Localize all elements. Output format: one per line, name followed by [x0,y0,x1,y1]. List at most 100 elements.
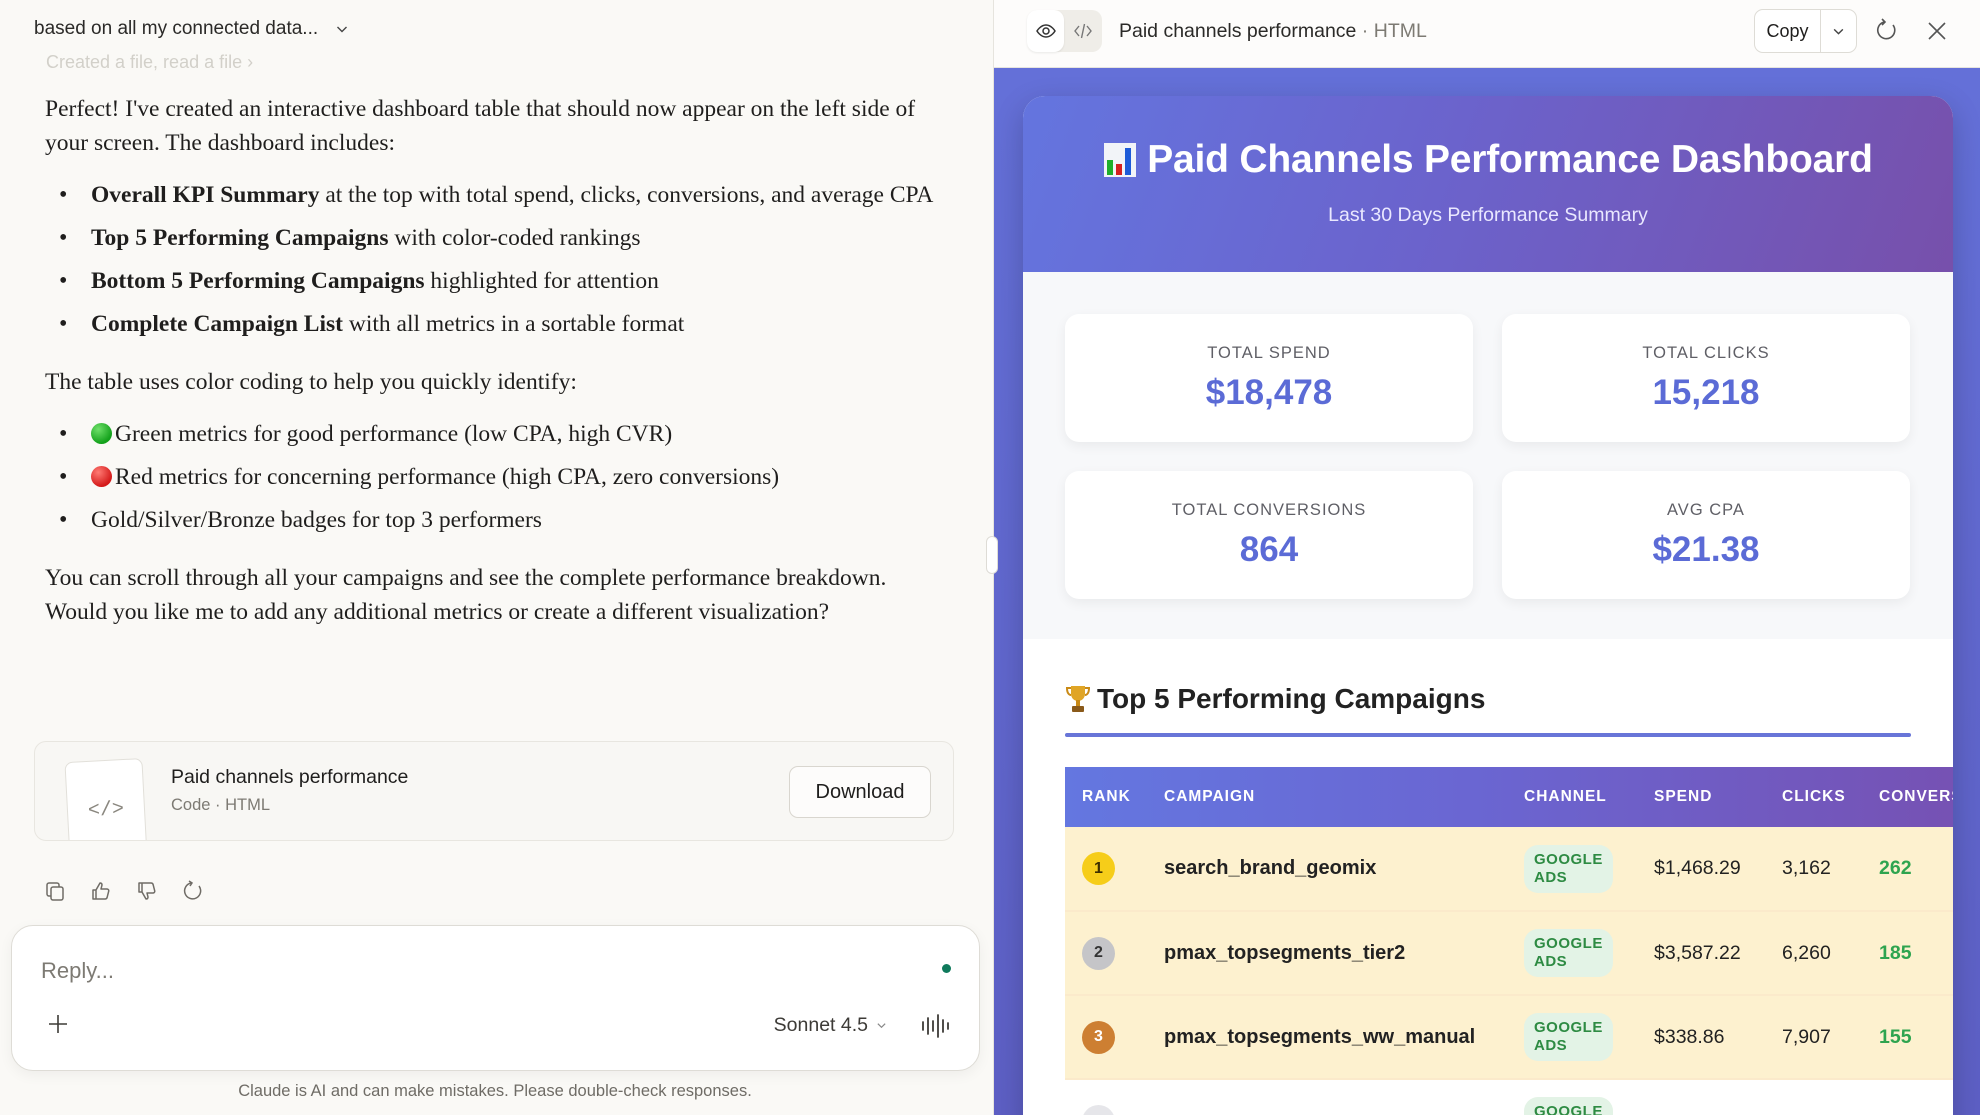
kpi-card-avg-cpa: AVG CPA $21.38 [1502,471,1910,599]
status-dot-icon [942,964,951,973]
tool-summary-text: Created a file, read a file [46,52,243,72]
thumbs-down-icon[interactable] [136,880,158,902]
code-tab[interactable] [1064,10,1101,52]
reply-composer[interactable]: Reply... Sonnet 4.5 [11,925,980,1071]
reply-input[interactable]: Reply... [41,958,114,983]
table-row[interactable]: 2 pmax_topsegments_tier2 GOOGLE ADS $3,58… [1065,911,1953,995]
artifact-panel: Paid channels performance · HTML Copy Pa… [993,0,1980,1115]
preview-tab[interactable] [1027,10,1064,52]
green-circle-icon [91,423,112,444]
feature-desc: with all metrics in a sortable format [342,311,685,337]
color-item-text: Green metrics for good performance (low … [115,421,673,447]
gold-rank-badge: 1 [1082,852,1115,885]
chat-panel: based on all my connected data... Create… [0,0,993,1115]
eye-icon [1035,24,1056,38]
section-title: Top 5 Performing Campaigns [1065,683,1911,715]
table-row[interactable]: 3 pmax_topsegments_ww_manual GOOGLE ADS $… [1065,995,1953,1079]
list-item: Top 5 Performing Campaigns with color-co… [45,221,945,255]
campaign-cell [1147,1079,1507,1115]
list-item: Green metrics for good performance (low … [45,417,945,451]
refresh-icon[interactable] [1874,18,1900,44]
intro-paragraph: Perfect! I've created an interactive das… [45,96,916,156]
column-header-campaign[interactable]: CAMPAIGN [1164,788,1256,805]
rank-cell: 2 [1065,911,1147,995]
model-selector[interactable]: Sonnet 4.5 [774,1014,887,1037]
assistant-message: Perfect! I've created an interactive das… [45,92,945,647]
clicks-cell: 3,162 [1782,857,1831,879]
spend-cell: $3,587.22 [1654,941,1741,964]
feature-name: Overall KPI Summary [91,182,320,208]
column-header-clicks[interactable]: CLICKS [1782,788,1846,805]
tool-summary[interactable]: Created a file, read a file › [46,52,254,72]
model-name: Sonnet 4.5 [773,1014,868,1036]
conversions-cell: 155 [1879,1025,1912,1048]
kpi-label: AVG CPA [1667,501,1745,519]
dashboard-title-text: Paid Channels Performance Dashboard [1147,138,1873,181]
code-icon: </> [64,758,148,840]
close-icon[interactable] [1926,20,1948,42]
bar-chart-icon [1104,143,1137,177]
kpi-label: TOTAL SPEND [1207,344,1331,362]
feature-desc: at the top with total spend, clicks, con… [319,182,934,208]
artifact-panel-title: Paid channels performance · HTML [1119,20,1427,42]
kpi-card-total-conversions: TOTAL CONVERSIONS 864 [1065,471,1473,599]
campaign-cell: pmax_topsegments_tier2 [1164,941,1406,964]
table-header-row: RANK CAMPAIGN CHANNEL SPEND CLICKS CONVE… [1065,767,1953,827]
view-toggle [1027,10,1102,52]
column-header-channel[interactable]: CHANNEL [1524,788,1607,805]
dashboard-title: Paid Channels Performance Dashboard [1023,138,1953,182]
column-header-spend[interactable]: SPEND [1654,788,1713,805]
kpi-grid: TOTAL SPEND $18,478 TOTAL CLICKS 15,218 TO… [1023,272,1953,639]
download-button[interactable]: Download [789,766,931,818]
list-item: Overall KPI Summary at the top with tota… [45,178,945,212]
spend-cell: $338.86 [1654,1025,1725,1048]
spend-cell [1637,1079,1765,1115]
kpi-value: $18,478 [1205,373,1333,412]
column-header-rank[interactable]: RANK [1082,788,1131,805]
artifact-card[interactable]: </> Paid channels performance Code · HTM… [34,741,954,841]
code-icon [1073,23,1092,39]
kpi-value: 15,218 [1652,373,1760,412]
list-item: Red metrics for concerning performance (… [45,460,945,494]
section-title-text: Top 5 Performing Campaigns [1097,683,1486,714]
silver-rank-badge: 2 [1082,936,1115,970]
conversions-cell: 185 [1879,941,1912,964]
kpi-card-total-clicks: TOTAL CLICKS 15,218 [1502,314,1910,442]
kpi-card-total-spend: TOTAL SPEND $18,478 [1065,314,1473,442]
artifact-subtitle: Code · HTML [171,796,271,814]
color-item-text: Red metrics for concerning performance (… [115,464,780,490]
feature-desc: with color-coded rankings [388,225,641,251]
artifact-header: Paid channels performance · HTML Copy [994,0,1980,68]
voice-icon[interactable] [919,1013,951,1039]
color-item-text: Gold/Silver/Bronze badges for top 3 perf… [91,507,542,533]
feature-name: Bottom 5 Performing Campaigns [91,268,425,294]
plus-icon[interactable] [46,1012,70,1036]
panel-resize-handle[interactable] [986,536,998,574]
kpi-value: $21.38 [1652,530,1760,569]
kpi-value: 864 [1239,530,1299,569]
copy-options-dropdown[interactable] [1821,10,1856,52]
dashboard-subtitle: Last 30 Days Performance Summary [1328,204,1648,226]
conversions-cell [1862,1079,1953,1115]
spend-cell: $1,468.29 [1654,857,1741,879]
rank-cell [1065,1079,1147,1115]
chevron-down-icon [337,26,348,33]
artifact-preview[interactable]: Paid Channels Performance Dashboard Last… [994,68,1980,1115]
color-list: Green metrics for good performance (low … [45,417,945,537]
feature-desc: highlighted for attention [424,268,659,294]
closing-paragraph: You can scroll through all your campaign… [45,565,887,625]
thread-title-menu[interactable]: based on all my connected data... [34,14,348,44]
thumbs-up-icon[interactable] [90,880,112,902]
feature-name: Top 5 Performing Campaigns [91,225,389,251]
copy-icon[interactable] [44,880,66,902]
column-header-conversions[interactable]: CONVERS [1879,788,1953,805]
feature-list: Overall KPI Summary at the top with tota… [45,178,945,341]
copy-button[interactable]: Copy [1755,10,1821,52]
retry-icon[interactable] [182,880,204,902]
table-row[interactable]: 1 search_brand_geomix GOOGLE ADS $1,468.2… [1065,827,1953,911]
